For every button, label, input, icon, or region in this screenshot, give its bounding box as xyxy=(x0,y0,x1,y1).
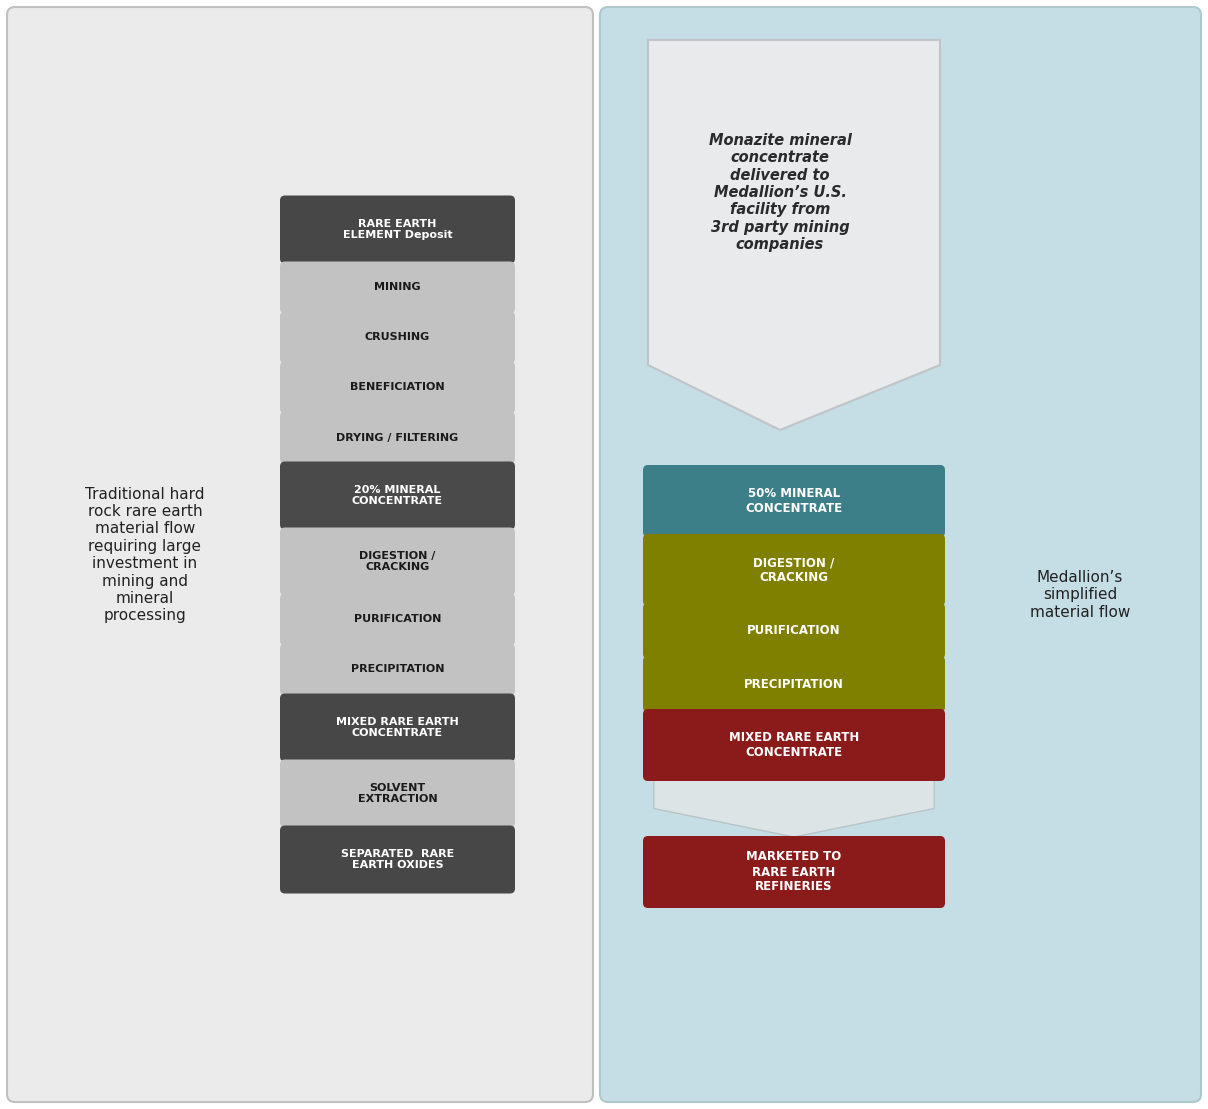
FancyBboxPatch shape xyxy=(280,593,515,645)
Text: PRECIPITATION: PRECIPITATION xyxy=(350,664,445,674)
Text: MINING: MINING xyxy=(374,283,420,293)
FancyBboxPatch shape xyxy=(280,362,515,414)
Text: DIGESTION /
CRACKING: DIGESTION / CRACKING xyxy=(754,556,835,584)
Text: BENEFICIATION: BENEFICIATION xyxy=(350,383,445,393)
Text: 20% MINERAL
CONCENTRATE: 20% MINERAL CONCENTRATE xyxy=(352,485,443,507)
FancyBboxPatch shape xyxy=(280,262,515,314)
Text: SEPARATED  RARE
EARTH OXIDES: SEPARATED RARE EARTH OXIDES xyxy=(341,848,454,871)
FancyBboxPatch shape xyxy=(280,312,515,364)
Text: PURIFICATION: PURIFICATION xyxy=(354,614,441,624)
Text: DRYING / FILTERING: DRYING / FILTERING xyxy=(336,433,459,442)
FancyBboxPatch shape xyxy=(643,836,945,908)
Text: PURIFICATION: PURIFICATION xyxy=(748,624,841,638)
Text: DIGESTION /
CRACKING: DIGESTION / CRACKING xyxy=(359,551,436,572)
FancyBboxPatch shape xyxy=(280,693,515,762)
FancyBboxPatch shape xyxy=(643,709,945,781)
Text: Monazite mineral
concentrate
delivered to
Medallion’s U.S.
facility from
3rd par: Monazite mineral concentrate delivered t… xyxy=(709,133,852,252)
FancyBboxPatch shape xyxy=(280,528,515,596)
Text: PRECIPITATION: PRECIPITATION xyxy=(744,678,844,691)
FancyBboxPatch shape xyxy=(280,195,515,264)
FancyBboxPatch shape xyxy=(643,535,945,606)
Text: MARKETED TO
RARE EARTH
REFINERIES: MARKETED TO RARE EARTH REFINERIES xyxy=(747,851,842,894)
FancyBboxPatch shape xyxy=(643,657,945,712)
FancyBboxPatch shape xyxy=(280,461,515,529)
FancyBboxPatch shape xyxy=(280,411,515,464)
Text: CRUSHING: CRUSHING xyxy=(365,333,430,343)
FancyBboxPatch shape xyxy=(643,603,945,659)
FancyBboxPatch shape xyxy=(280,825,515,894)
Text: MIXED RARE EARTH
CONCENTRATE: MIXED RARE EARTH CONCENTRATE xyxy=(728,731,859,759)
Text: RARE EARTH
ELEMENT Deposit: RARE EARTH ELEMENT Deposit xyxy=(343,218,452,241)
Text: SOLVENT
EXTRACTION: SOLVENT EXTRACTION xyxy=(358,783,437,804)
Polygon shape xyxy=(647,40,940,430)
Polygon shape xyxy=(654,780,934,837)
FancyBboxPatch shape xyxy=(280,643,515,695)
Text: Traditional hard
rock rare earth
material flow
requiring large
investment in
min: Traditional hard rock rare earth materia… xyxy=(86,487,204,623)
Text: MIXED RARE EARTH
CONCENTRATE: MIXED RARE EARTH CONCENTRATE xyxy=(336,716,459,739)
FancyBboxPatch shape xyxy=(7,7,593,1102)
Text: Medallion’s
simplified
material flow: Medallion’s simplified material flow xyxy=(1029,570,1131,620)
Text: 50% MINERAL
CONCENTRATE: 50% MINERAL CONCENTRATE xyxy=(745,487,842,515)
FancyBboxPatch shape xyxy=(280,760,515,827)
FancyBboxPatch shape xyxy=(643,465,945,537)
FancyBboxPatch shape xyxy=(600,7,1201,1102)
